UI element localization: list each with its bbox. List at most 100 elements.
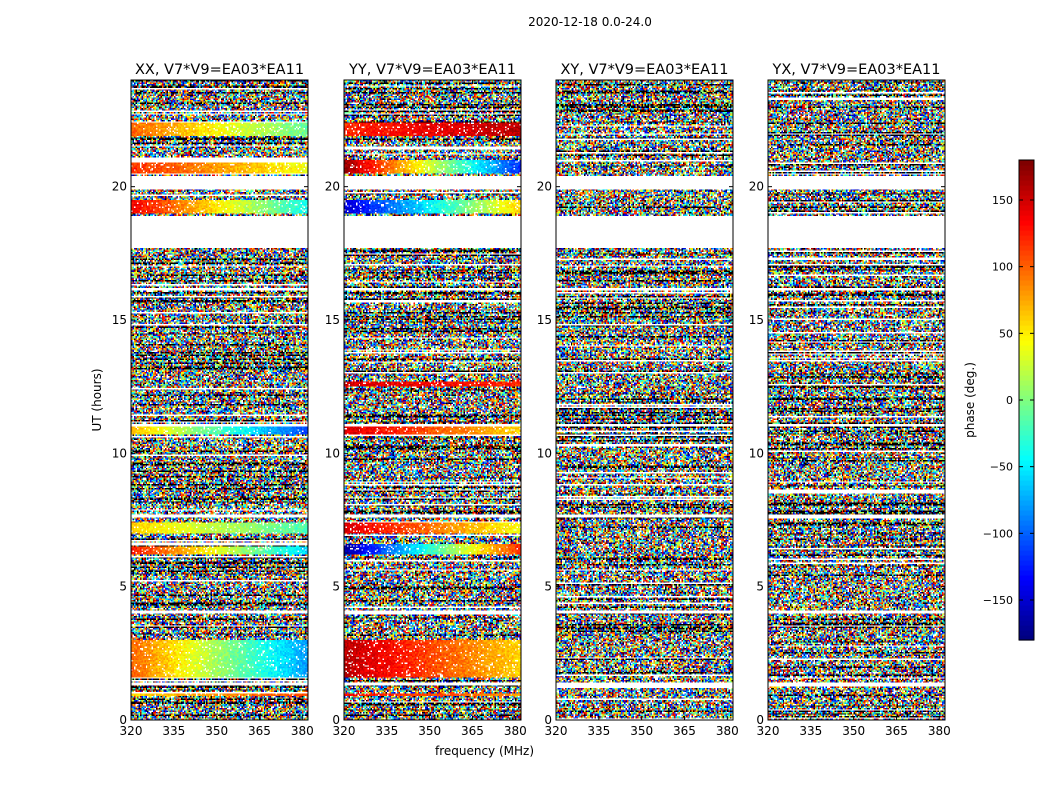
x-tick-label: 365 (248, 724, 271, 738)
y-tick-label: 5 (119, 580, 127, 594)
colorbar-segment (1019, 165, 1034, 171)
y-tick-label: 5 (332, 580, 340, 594)
colorbar-segment (1019, 190, 1034, 196)
colorbar-segment (1019, 290, 1034, 296)
y-tick-label: 10 (325, 446, 340, 460)
colorbar-segment (1019, 400, 1034, 406)
colorbar-segment (1019, 480, 1034, 486)
colorbar-segment (1019, 505, 1034, 511)
x-tick-label: 380 (504, 724, 527, 738)
colorbar-segment (1019, 185, 1034, 191)
colorbar: −150 −100 −50 0 50 100 150 phase (deg.) (963, 159, 1035, 641)
y-axis-label: UT (hours) (90, 368, 104, 431)
colorbar-segment (1019, 535, 1034, 541)
colorbar-segment (1019, 445, 1034, 451)
colorbar-tick-label: 50 (999, 327, 1013, 340)
x-tick-label: 320 (120, 724, 143, 738)
y-tick-label: 0 (332, 713, 340, 727)
y-tick-label: 0 (756, 713, 764, 727)
heatmap-image (768, 80, 945, 720)
y-tick-label: 0 (544, 713, 552, 727)
x-tick-label: 350 (205, 724, 228, 738)
x-tick-label: 320 (545, 724, 568, 738)
x-tick-label: 365 (673, 724, 696, 738)
panel-title: YX, V7*V9=EA03*EA11 (771, 62, 940, 78)
colorbar-segment (1019, 360, 1034, 366)
colorbar-segment (1019, 295, 1034, 301)
axes-frame (130, 79, 309, 721)
y-tick-label: 10 (112, 446, 127, 460)
colorbar-segment (1019, 175, 1034, 181)
colorbar-segment (1019, 210, 1034, 216)
colorbar-segment (1019, 615, 1034, 621)
panel-title: XY, V7*V9=EA03*EA11 (560, 62, 728, 78)
colorbar-segment (1019, 490, 1034, 496)
x-tick-label: 320 (757, 724, 780, 738)
panel-title: XX, V7*V9=EA03*EA11 (135, 62, 304, 78)
colorbar-segment (1019, 180, 1034, 186)
colorbar-segment (1019, 600, 1034, 606)
colorbar-segment (1019, 475, 1034, 481)
colorbar-segment (1019, 420, 1034, 426)
colorbar-segment (1019, 335, 1034, 341)
x-tick-label: 380 (291, 724, 314, 738)
colorbar-segment (1019, 630, 1034, 636)
y-tick-label: 15 (325, 313, 340, 327)
panel-1: YY, V7*V9=EA03*EA11 320 335 350 365 380 0 5 10 15… (325, 62, 534, 758)
colorbar-segment (1019, 270, 1034, 276)
colorbar-segment (1019, 495, 1034, 501)
heatmap-image (556, 80, 733, 720)
colorbar-segment (1019, 530, 1034, 536)
colorbar-tick-label: 100 (992, 261, 1013, 274)
colorbar-segment (1019, 550, 1034, 556)
colorbar-segment (1019, 250, 1034, 256)
x-tick-label: 335 (375, 724, 398, 738)
colorbar-label: phase (deg.) (963, 362, 977, 438)
colorbar-segment (1019, 465, 1034, 471)
x-tick-label: 350 (418, 724, 441, 738)
colorbar-segment (1019, 455, 1034, 461)
colorbar-segment (1019, 560, 1034, 566)
colorbar-segment (1019, 170, 1034, 176)
colorbar-segment (1019, 590, 1034, 596)
colorbar-segment (1019, 235, 1034, 241)
colorbar-segment (1019, 365, 1034, 371)
colorbar-segment (1019, 415, 1034, 421)
colorbar-segment (1019, 340, 1034, 346)
colorbar-segment (1019, 595, 1034, 601)
colorbar-segment (1019, 575, 1034, 581)
colorbar-segment (1019, 315, 1034, 321)
y-tick-label: 15 (749, 313, 764, 327)
colorbar-segment (1019, 310, 1034, 316)
colorbar-segment (1019, 405, 1034, 411)
colorbar-segment (1019, 425, 1034, 431)
x-axis-label: frequency (MHz) (435, 744, 534, 758)
colorbar-segment (1019, 515, 1034, 521)
panels: XX, V7*V9=EA03*EA11 320 335 350 365 380 0 5 10 15… (90, 62, 951, 758)
panel-2: XY, V7*V9=EA03*EA11 320 335 350 365 380 0 5 10 15… (537, 62, 739, 738)
colorbar-segment (1019, 585, 1034, 591)
colorbar-segment (1019, 470, 1034, 476)
colorbar-segment (1019, 300, 1034, 306)
colorbar-segment (1019, 275, 1034, 281)
colorbar-tick-label: −100 (983, 527, 1013, 540)
colorbar-segment (1019, 280, 1034, 286)
colorbar-tick-label: 150 (992, 194, 1013, 207)
colorbar-segment (1019, 510, 1034, 516)
y-tick-label: 15 (537, 313, 552, 327)
axes-frame (555, 79, 734, 721)
x-tick-label: 365 (885, 724, 908, 738)
colorbar-segment (1019, 525, 1034, 531)
colorbar-segment (1019, 385, 1034, 391)
colorbar-segment (1019, 545, 1034, 551)
colorbar-segment (1019, 205, 1034, 211)
x-tick-label: 335 (587, 724, 610, 738)
colorbar-segment (1019, 230, 1034, 236)
colorbar-segment (1019, 370, 1034, 376)
colorbar-segment (1019, 570, 1034, 576)
panel-0: XX, V7*V9=EA03*EA11 320 335 350 365 380 0 5 10 15… (90, 62, 314, 738)
axes-frame (767, 79, 946, 721)
x-tick-label: 320 (333, 724, 356, 738)
colorbar-segment (1019, 240, 1034, 246)
